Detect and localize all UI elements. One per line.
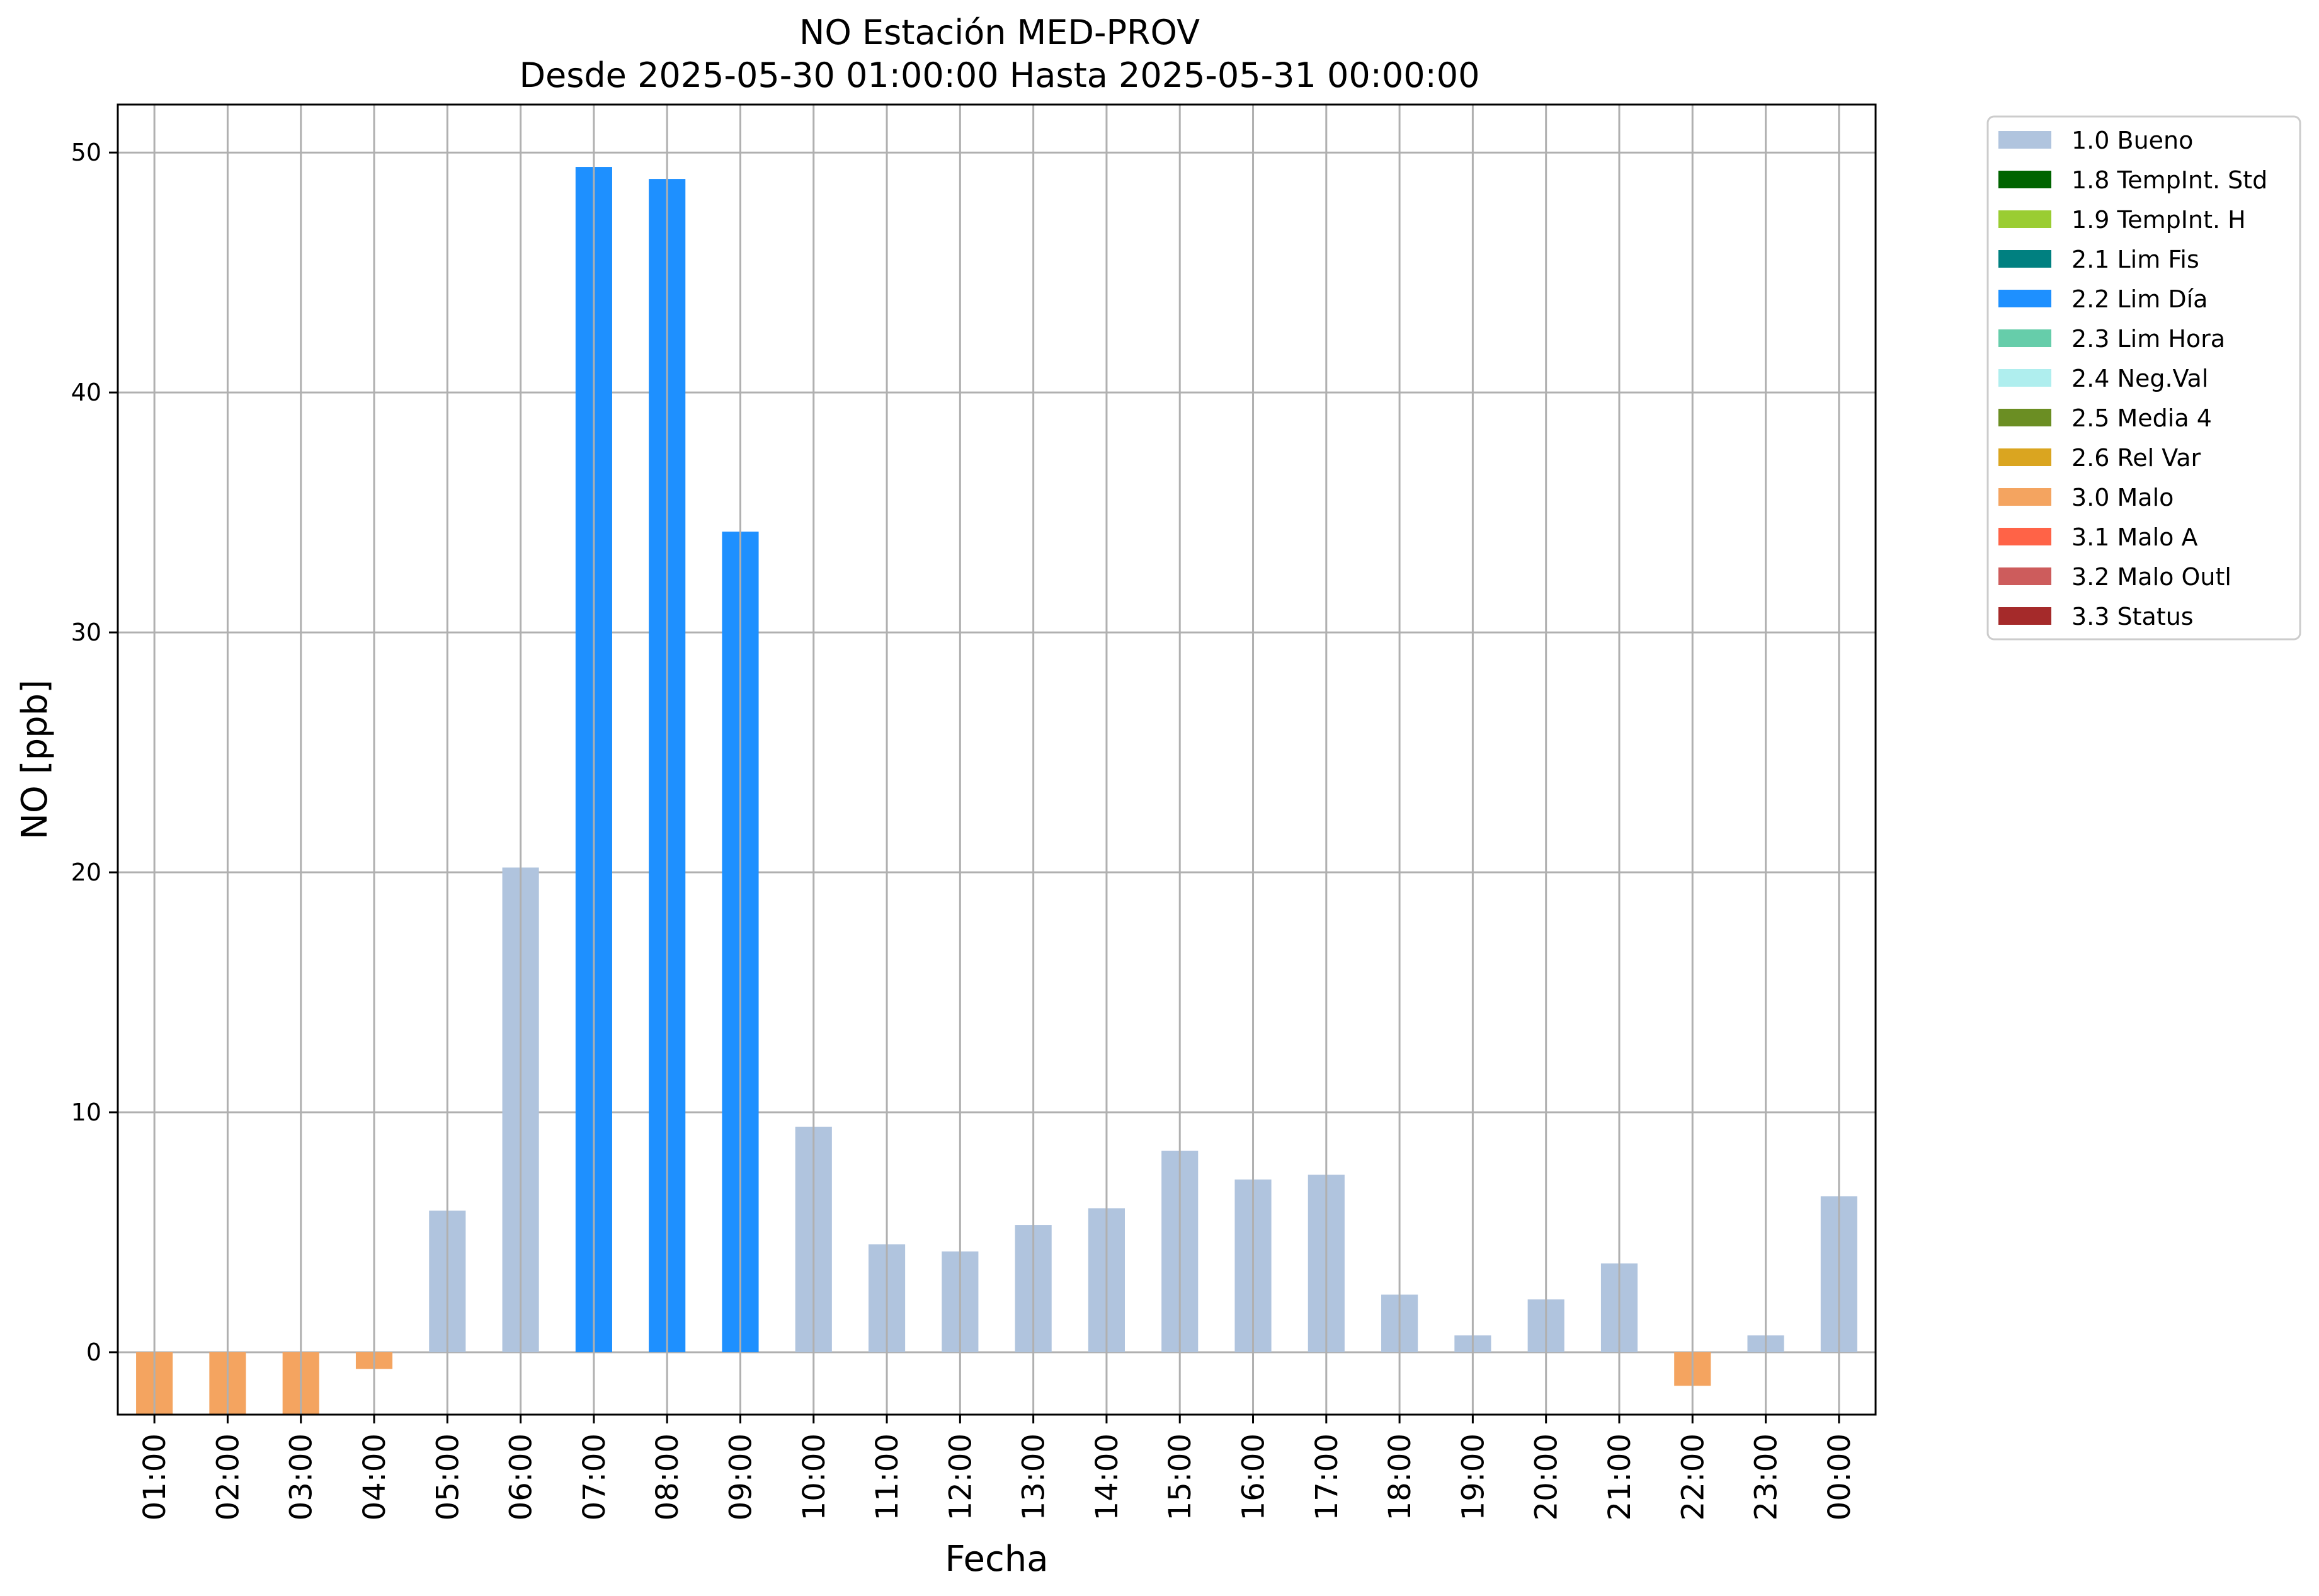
x-tick-label: 02:00 <box>210 1434 246 1520</box>
legend-swatch <box>1998 567 2051 585</box>
x-tick-label: 00:00 <box>1822 1434 1857 1520</box>
x-axis-label: Fecha <box>945 1539 1048 1580</box>
y-tick-label: 20 <box>71 858 101 886</box>
x-tick-label: 22:00 <box>1675 1434 1711 1520</box>
x-axis-ticks: 01:00 02:00 03:00 04:00 05:00 06:00 07:00 08:00… <box>137 1415 1857 1520</box>
legend-label: 3.0 Malo <box>2071 484 2174 511</box>
legend-label: 1.8 TempInt. Std <box>2071 166 2267 194</box>
legend-label: 2.2 Lim Día <box>2071 285 2208 313</box>
x-tick-label: 06:00 <box>504 1434 539 1520</box>
legend-label: 3.2 Malo Outl <box>2071 563 2231 591</box>
x-tick-label: 07:00 <box>577 1434 612 1520</box>
legend-label: 2.6 Rel Var <box>2071 444 2201 472</box>
legend-swatch <box>1998 607 2051 625</box>
plot-frame <box>117 103 1877 1416</box>
legend-label: 3.1 Malo A <box>2071 523 2197 551</box>
legend-label: 1.9 TempInt. H <box>2071 206 2246 234</box>
x-tick-label: 09:00 <box>723 1434 758 1520</box>
x-tick-label: 14:00 <box>1090 1434 1125 1520</box>
legend-swatch <box>1998 528 2051 545</box>
chart-subtitle: Desde 2025-05-30 01:00:00 Hasta 2025-05-… <box>519 55 1479 95</box>
legend-label: 2.5 Media 4 <box>2071 404 2212 432</box>
legend-swatch <box>1998 250 2051 268</box>
y-tick-label: 30 <box>71 618 101 646</box>
x-tick-label: 15:00 <box>1163 1434 1198 1520</box>
legend-swatch <box>1998 290 2051 307</box>
x-tick-label: 01:00 <box>137 1434 173 1520</box>
x-tick-label: 12:00 <box>943 1434 978 1520</box>
legend-label: 2.4 Neg.Val <box>2071 365 2208 392</box>
legend-swatch <box>1998 131 2051 149</box>
legend-swatch <box>1998 369 2051 387</box>
x-tick-label: 23:00 <box>1749 1434 1784 1520</box>
x-tick-label: 19:00 <box>1456 1434 1491 1520</box>
x-tick-label: 03:00 <box>284 1434 319 1520</box>
grid <box>118 151 1876 1354</box>
y-axis-label: NO [ppb] <box>14 680 55 840</box>
legend-swatch <box>1998 488 2051 506</box>
chart-title: NO Estación MED-PROV <box>799 13 1200 52</box>
y-axis-ticks: 0 10 20 30 40 50 <box>71 139 118 1366</box>
x-tick-label: 13:00 <box>1017 1434 1052 1520</box>
legend-swatch <box>1998 409 2051 426</box>
y-tick-label: 0 <box>86 1338 101 1366</box>
x-tick-label: 10:00 <box>797 1434 832 1520</box>
legend-swatch <box>1998 171 2051 188</box>
x-tick-label: 20:00 <box>1529 1434 1564 1520</box>
legend-label: 2.1 Lim Fis <box>2071 246 2199 273</box>
legend-label: 3.3 Status <box>2071 603 2194 630</box>
x-tick-label: 08:00 <box>650 1434 685 1520</box>
legend-swatch <box>1998 329 2051 347</box>
legend-swatch <box>1998 210 2051 228</box>
x-tick-label: 16:00 <box>1236 1434 1272 1520</box>
legend-label: 2.3 Lim Hora <box>2071 325 2225 353</box>
x-tick-label: 11:00 <box>870 1434 905 1520</box>
x-tick-label: 05:00 <box>430 1434 465 1520</box>
x-tick-label: 04:00 <box>357 1434 392 1520</box>
bars <box>136 105 1857 1415</box>
legend: 1.0 Bueno 1.8 TempInt. Std 1.9 TempInt. H 2… <box>1986 115 2301 641</box>
y-tick-label: 40 <box>71 379 101 406</box>
legend-frame <box>1986 115 2301 641</box>
legend-swatch <box>1998 448 2051 466</box>
y-tick-label: 10 <box>71 1098 101 1126</box>
legend-label: 1.0 Bueno <box>2071 127 2193 154</box>
x-tick-label: 21:00 <box>1602 1434 1638 1520</box>
y-tick-label: 50 <box>71 139 101 166</box>
x-tick-label: 17:00 <box>1309 1434 1345 1520</box>
x-tick-label: 18:00 <box>1382 1434 1418 1520</box>
